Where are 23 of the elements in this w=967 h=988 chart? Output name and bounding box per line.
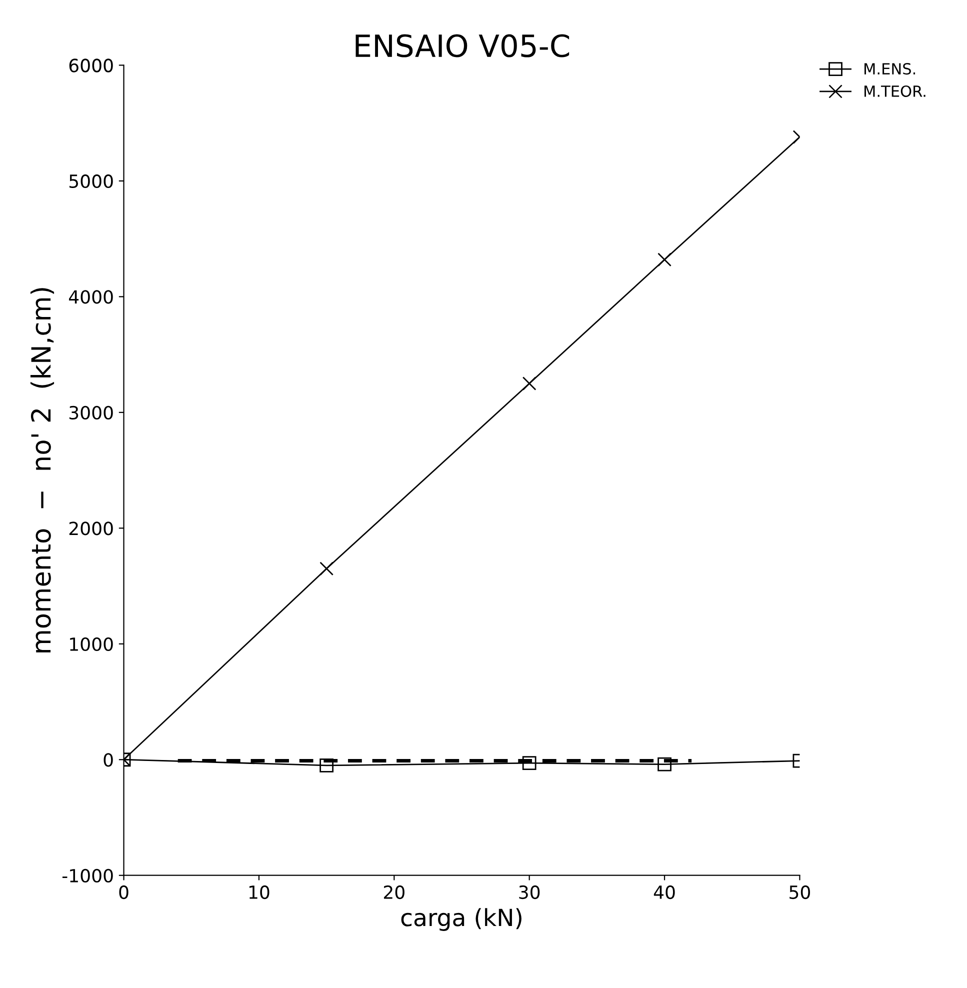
x-tick-label: 50: [790, 885, 810, 900]
point: [522, 756, 536, 770]
point: [522, 376, 536, 390]
point: [658, 252, 672, 267]
y-tick-label: -1000: [62, 868, 113, 882]
x-tick-label: 0: [119, 885, 128, 900]
x-tick-label: 10: [249, 885, 270, 900]
y-tick-label: 4000: [68, 290, 113, 304]
legend-label: M.TEOR.: [864, 85, 926, 98]
legend-label: M.ENS.: [864, 63, 916, 75]
x-tick-label: 20: [384, 885, 404, 900]
y-tick-label: 3000: [69, 406, 113, 420]
x-axis-title: carga (kN): [401, 908, 522, 931]
y-tick-label: 6000: [69, 58, 113, 72]
y-tick-label: 1000: [70, 637, 113, 652]
point: [658, 757, 672, 772]
y-tick-label: 5000: [69, 174, 113, 188]
x-tick-label: 40: [654, 885, 675, 900]
y-axis-title: momento − no' 2 (kN,cm): [30, 288, 54, 652]
y-tick-label: 0: [104, 753, 113, 767]
x-tick-label: 30: [519, 885, 540, 900]
y-tick-label: 2000: [69, 522, 113, 536]
chart-title: ENSAIO V05-C: [356, 34, 570, 58]
